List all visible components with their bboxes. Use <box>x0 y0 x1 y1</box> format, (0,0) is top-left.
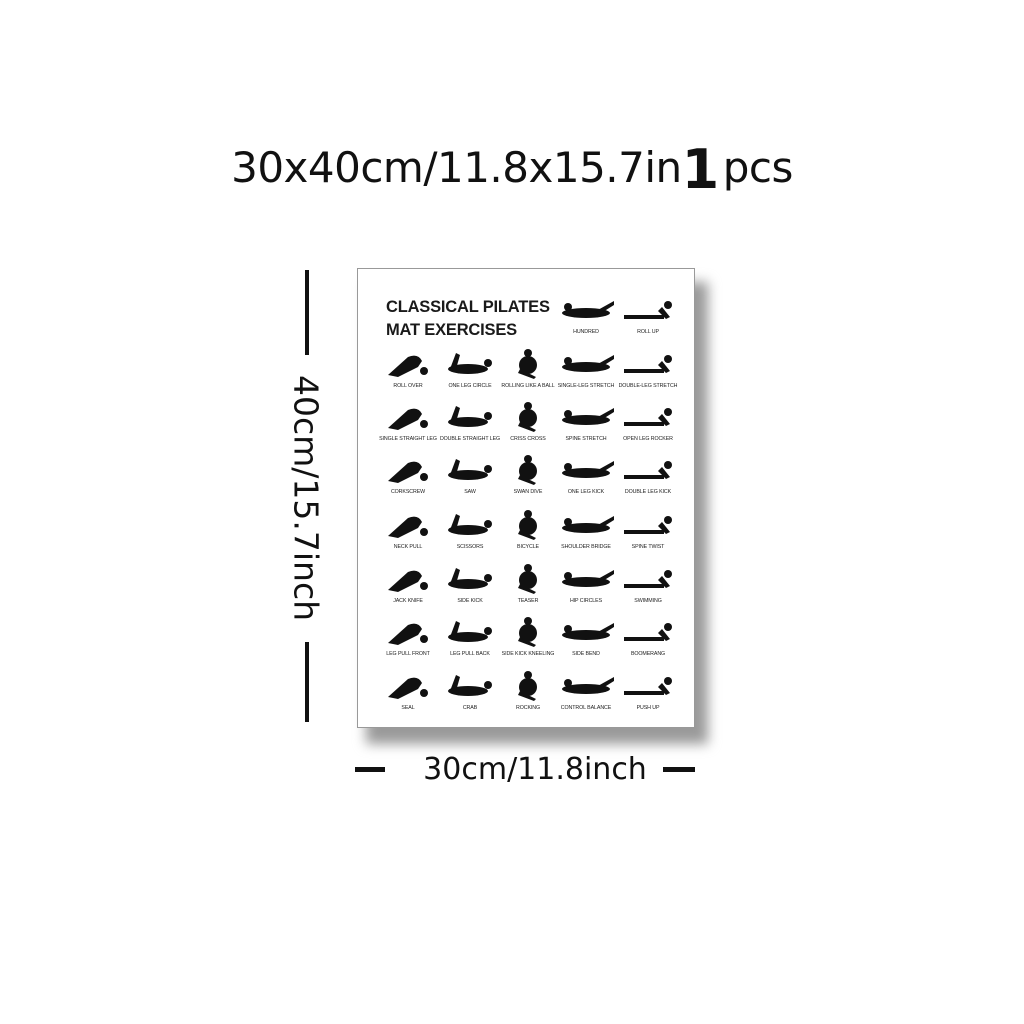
exercise-item: SHOULDER BRIDGE <box>554 508 618 560</box>
exercise-figure-icon <box>498 615 558 649</box>
exercise-figure-icon <box>556 400 616 434</box>
exercise-figure-icon <box>440 400 500 434</box>
exercise-item: PUSH UP <box>616 669 680 721</box>
exercise-figure-icon <box>498 508 558 542</box>
exercise-item: ROLL UP <box>616 293 680 345</box>
exercise-label: DOUBLE-LEG STRETCH <box>608 383 688 389</box>
exercise-figure-icon <box>618 400 678 434</box>
exercise-item: NECK PULL <box>376 508 440 560</box>
exercise-figure-icon <box>556 347 616 381</box>
exercise-item: CORKSCREW <box>376 453 440 505</box>
exercise-figure-icon <box>498 347 558 381</box>
size-text: 30x40cm/11.8x15.7in <box>231 143 682 192</box>
exercise-item: SCISSORS <box>438 508 502 560</box>
exercise-item: SWAN DIVE <box>496 453 560 505</box>
exercise-label: OPEN LEG ROCKER <box>608 436 688 442</box>
exercise-item: CRISS CROSS <box>496 400 560 452</box>
exercise-label: ROLL UP <box>608 329 688 335</box>
exercise-figure-icon <box>378 347 438 381</box>
exercise-figure-icon <box>378 508 438 542</box>
height-dimension-label: 40cm/15.7inch <box>287 375 326 621</box>
exercise-figure-icon <box>440 508 500 542</box>
exercise-figure-icon <box>618 615 678 649</box>
exercise-item: CRAB <box>438 669 502 721</box>
exercise-item: BICYCLE <box>496 508 560 560</box>
exercise-figure-icon <box>378 453 438 487</box>
exercise-label: SPINE TWIST <box>608 544 688 550</box>
exercise-item: SAW <box>438 453 502 505</box>
exercise-figure-icon <box>378 615 438 649</box>
exercise-label: DOUBLE LEG KICK <box>608 489 688 495</box>
exercise-item: SPINE STRETCH <box>554 400 618 452</box>
exercise-figure-icon <box>618 669 678 703</box>
poster-title: CLASSICAL PILATES MAT EXERCISES <box>386 296 566 342</box>
exercise-figure-icon <box>378 669 438 703</box>
exercise-figure-icon <box>556 508 616 542</box>
exercise-figure-icon <box>618 453 678 487</box>
quantity-unit: pcs <box>723 143 793 192</box>
width-bar-left <box>355 767 385 772</box>
height-bar-bottom <box>305 642 309 722</box>
exercise-item: SINGLE-LEG STRETCH <box>554 347 618 399</box>
exercise-item: SINGLE STRAIGHT LEG <box>376 400 440 452</box>
exercise-item: SEAL <box>376 669 440 721</box>
exercise-label: BOOMERANG <box>608 651 688 657</box>
exercise-figure-icon <box>498 453 558 487</box>
poster-title-line2: MAT EXERCISES <box>386 319 566 342</box>
exercise-item: JACK KNIFE <box>376 562 440 614</box>
exercise-figure-icon <box>440 669 500 703</box>
exercise-item: SIDE BEND <box>554 615 618 667</box>
exercise-item: LEG PULL BACK <box>438 615 502 667</box>
exercise-figure-icon <box>440 453 500 487</box>
exercise-item: OPEN LEG ROCKER <box>616 400 680 452</box>
exercise-figure-icon <box>556 453 616 487</box>
exercise-figure-icon <box>618 508 678 542</box>
exercise-figure-icon <box>378 400 438 434</box>
exercise-label: SWIMMING <box>608 598 688 604</box>
exercise-item: DOUBLE-LEG STRETCH <box>616 347 680 399</box>
exercise-figure-icon <box>618 347 678 381</box>
exercise-item: LEG PULL FRONT <box>376 615 440 667</box>
exercise-item: ROLL OVER <box>376 347 440 399</box>
exercise-figure-icon <box>498 400 558 434</box>
exercise-item: HIP CIRCLES <box>554 562 618 614</box>
exercise-figure-icon <box>556 615 616 649</box>
exercise-figure-icon <box>618 562 678 596</box>
exercise-item: SIDE KICK <box>438 562 502 614</box>
exercise-figure-icon <box>440 615 500 649</box>
exercise-figure-icon <box>498 562 558 596</box>
exercise-item: SWIMMING <box>616 562 680 614</box>
exercise-item: ROCKING <box>496 669 560 721</box>
exercise-figure-icon <box>618 293 678 327</box>
quantity-number: 1 <box>682 138 719 201</box>
exercise-item: ONE LEG CIRCLE <box>438 347 502 399</box>
exercise-item: SPINE TWIST <box>616 508 680 560</box>
exercise-item: CONTROL BALANCE <box>554 669 618 721</box>
width-dimension-label: 30cm/11.8inch <box>390 752 680 787</box>
exercise-item: ONE LEG KICK <box>554 453 618 505</box>
exercise-item: DOUBLE LEG KICK <box>616 453 680 505</box>
exercise-item: DOUBLE STRAIGHT LEG <box>438 400 502 452</box>
poster-title-line1: CLASSICAL PILATES <box>386 296 566 319</box>
height-bar-top <box>305 270 309 355</box>
exercise-label: PUSH UP <box>608 705 688 711</box>
exercise-figure-icon <box>556 293 616 327</box>
exercise-item: ROLLING LIKE A BALL <box>496 347 560 399</box>
pilates-poster: CLASSICAL PILATES MAT EXERCISES HUNDRED R… <box>357 268 695 728</box>
size-headline: 30x40cm/11.8x15.7in1pcs <box>0 138 1024 201</box>
exercise-figure-icon <box>498 669 558 703</box>
exercise-item: HUNDRED <box>554 293 618 345</box>
exercise-figure-icon <box>440 347 500 381</box>
exercise-figure-icon <box>440 562 500 596</box>
width-bar-right <box>663 767 695 772</box>
exercise-figure-icon <box>556 669 616 703</box>
exercise-item: TEASER <box>496 562 560 614</box>
exercise-figure-icon <box>556 562 616 596</box>
exercise-figure-icon <box>378 562 438 596</box>
exercise-item: SIDE KICK KNEELING <box>496 615 560 667</box>
exercise-item: BOOMERANG <box>616 615 680 667</box>
